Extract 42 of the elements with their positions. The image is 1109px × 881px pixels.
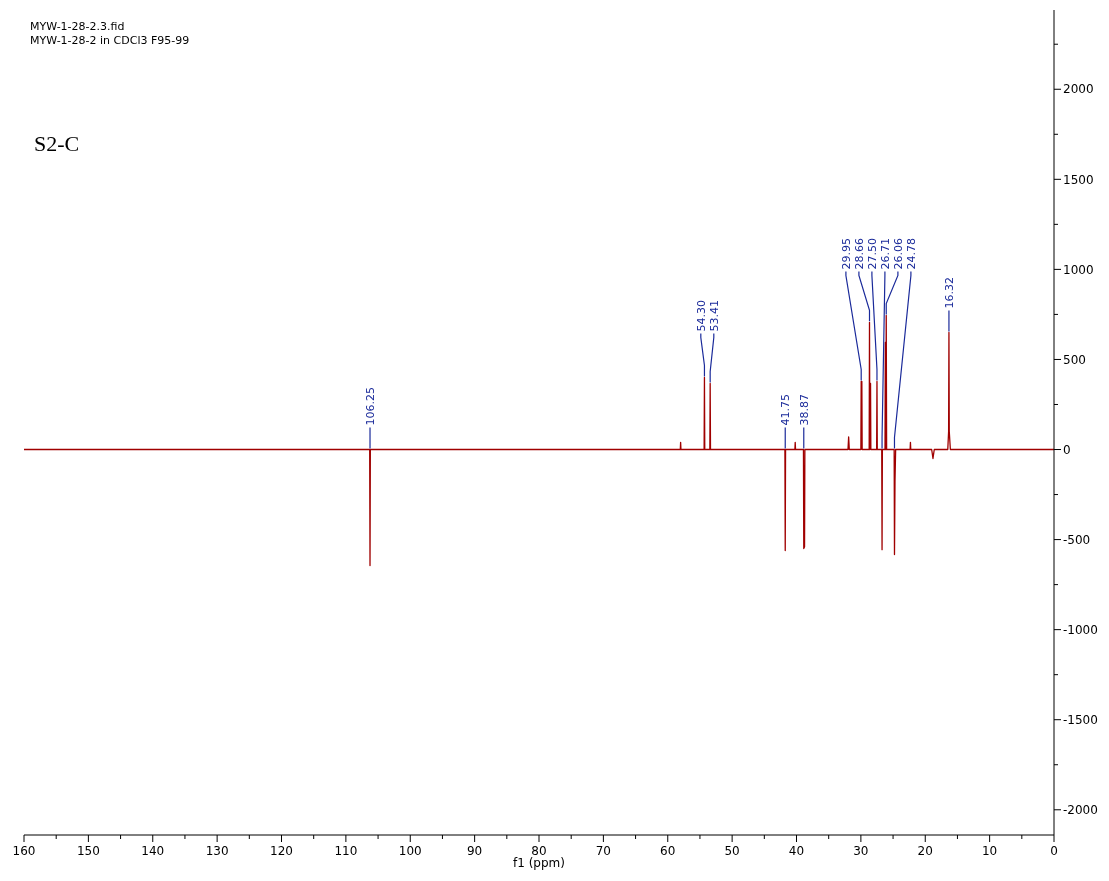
x-tick-label: 80 (531, 844, 547, 858)
annotation: S2-C (34, 131, 80, 156)
y-tick-label: 2000 (1063, 82, 1094, 97)
annotation: 38.87 (797, 394, 811, 426)
x-tick-label: 60 (660, 844, 676, 858)
y-tick-label: 0 (1063, 442, 1071, 457)
annotation: 28.66 (852, 238, 866, 270)
annotation: 16.32 (942, 276, 956, 309)
annotation: 26.06 (891, 238, 905, 270)
x-tick-label: 40 (788, 844, 805, 858)
x-tick-label: 100 (398, 844, 422, 858)
annotation: 26.71 (878, 238, 892, 270)
x-tick-label: 160 (12, 844, 36, 858)
annotation: 29.95 (839, 238, 853, 270)
y-tick-label: -1500 (1063, 712, 1098, 727)
x-tick-label: 110 (334, 844, 358, 858)
x-tick-label: 130 (205, 844, 229, 858)
annotation: 53.41 (707, 299, 721, 332)
y-tick-label: -2000 (1063, 802, 1098, 817)
text: MYW-1-28-2.3.fid (30, 20, 125, 33)
x-tick-label: 70 (595, 844, 612, 858)
y-tick-label: 500 (1063, 352, 1086, 367)
x-tick-label: 140 (141, 844, 165, 858)
x-tick-label: 20 (917, 844, 933, 858)
y-tick-label: 1000 (1063, 262, 1094, 277)
x-tick-label: 120 (270, 844, 293, 858)
y-tick-label: -1000 (1063, 622, 1098, 637)
x-axis-title: f1 (ppm) (513, 856, 565, 870)
x-tick-label: 150 (76, 844, 100, 858)
y-tick-label: -500 (1063, 532, 1091, 547)
x-tick-label: 50 (724, 844, 740, 858)
x-tick-label: 90 (466, 844, 483, 858)
text: MYW-1-28-2 in CDCl3 F95-99 (30, 34, 190, 47)
annotation: 24.78 (904, 238, 918, 270)
annotation: 41.75 (779, 394, 793, 426)
annotation: 106.25 (364, 387, 378, 426)
x-tick-label: 10 (981, 844, 998, 858)
x-tick-label: 0 (1050, 844, 1058, 858)
annotation: 54.30 (694, 299, 708, 332)
y-tick-label: 1500 (1063, 172, 1094, 187)
annotation: 27.50 (865, 238, 879, 270)
x-tick-label: 30 (853, 844, 869, 858)
